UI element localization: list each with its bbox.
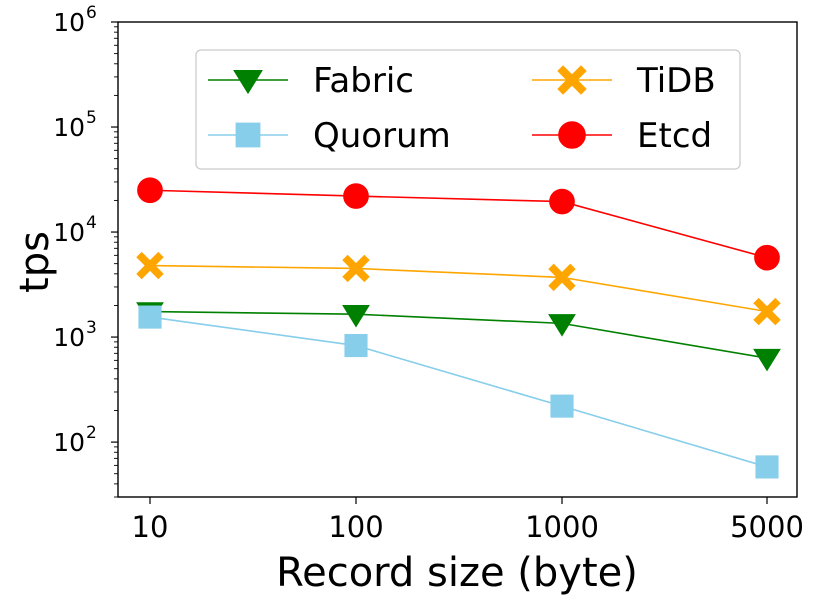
y-tick-label-6: 10	[53, 8, 85, 37]
data-point-fabric-5000	[753, 348, 781, 372]
data-point-etcd-100	[343, 183, 369, 209]
series-line-etcd	[149, 189, 768, 259]
data-point-tidb-5000	[753, 297, 781, 326]
legend-marker-etcd	[558, 121, 586, 149]
legend-label-etcd: Etcd	[637, 116, 712, 156]
y-tick-exponent-6: 6	[86, 3, 97, 23]
data-point-fabric-100	[342, 304, 370, 328]
data-point-etcd-5000	[754, 244, 780, 271]
data-point-quorum-100	[344, 334, 368, 358]
y-tick-base: 10	[53, 323, 85, 352]
legend-label-quorum: Quorum	[313, 116, 451, 156]
y-tick-base: 10	[53, 428, 85, 457]
legend-marker-fabric	[233, 70, 263, 95]
data-point-tidb-10	[136, 251, 164, 280]
series-line-tidb	[149, 264, 768, 313]
legend-marker-quorum	[235, 122, 261, 148]
y-tick-base: 10	[53, 8, 85, 37]
x-tick-label-1000: 1000	[525, 510, 599, 544]
y-tick-label-4: 10	[53, 218, 85, 247]
y-tick-exponent-3: 3	[86, 318, 97, 338]
data-point-quorum-10	[138, 305, 162, 329]
data-point-quorum-5000	[755, 455, 779, 479]
legend-label-fabric: Fabric	[313, 61, 414, 101]
y-tick-exponent-4: 4	[86, 213, 97, 233]
y-tick-label-2: 10	[53, 428, 85, 457]
data-point-fabric-1000	[548, 314, 576, 337]
x-tick-label-5000: 5000	[730, 510, 804, 544]
x-tick-label-10: 10	[132, 510, 169, 544]
y-axis-label: tps	[12, 231, 58, 293]
data-point-tidb-100	[342, 254, 370, 283]
y-tick-exponent-2: 2	[86, 423, 97, 443]
y-tick-base: 10	[53, 113, 85, 142]
legend-label-tidb: TiDB	[636, 61, 716, 101]
y-tick-base: 10	[53, 218, 85, 247]
data-point-etcd-10	[137, 177, 163, 204]
series-line-fabric	[149, 310, 768, 359]
data-point-quorum-1000	[550, 394, 574, 418]
x-axis-label: Record size (byte)	[276, 550, 638, 596]
data-point-etcd-1000	[549, 188, 575, 215]
x-tick-label-100: 100	[328, 510, 383, 544]
plot-frame	[117, 21, 798, 498]
y-tick-label-5: 10	[53, 113, 85, 142]
series-line-quorum	[149, 316, 768, 468]
legend-marker-tidb	[557, 65, 587, 95]
y-tick-label-3: 10	[53, 323, 85, 352]
y-tick-exponent-5: 5	[86, 108, 97, 128]
data-point-tidb-1000	[548, 263, 576, 292]
